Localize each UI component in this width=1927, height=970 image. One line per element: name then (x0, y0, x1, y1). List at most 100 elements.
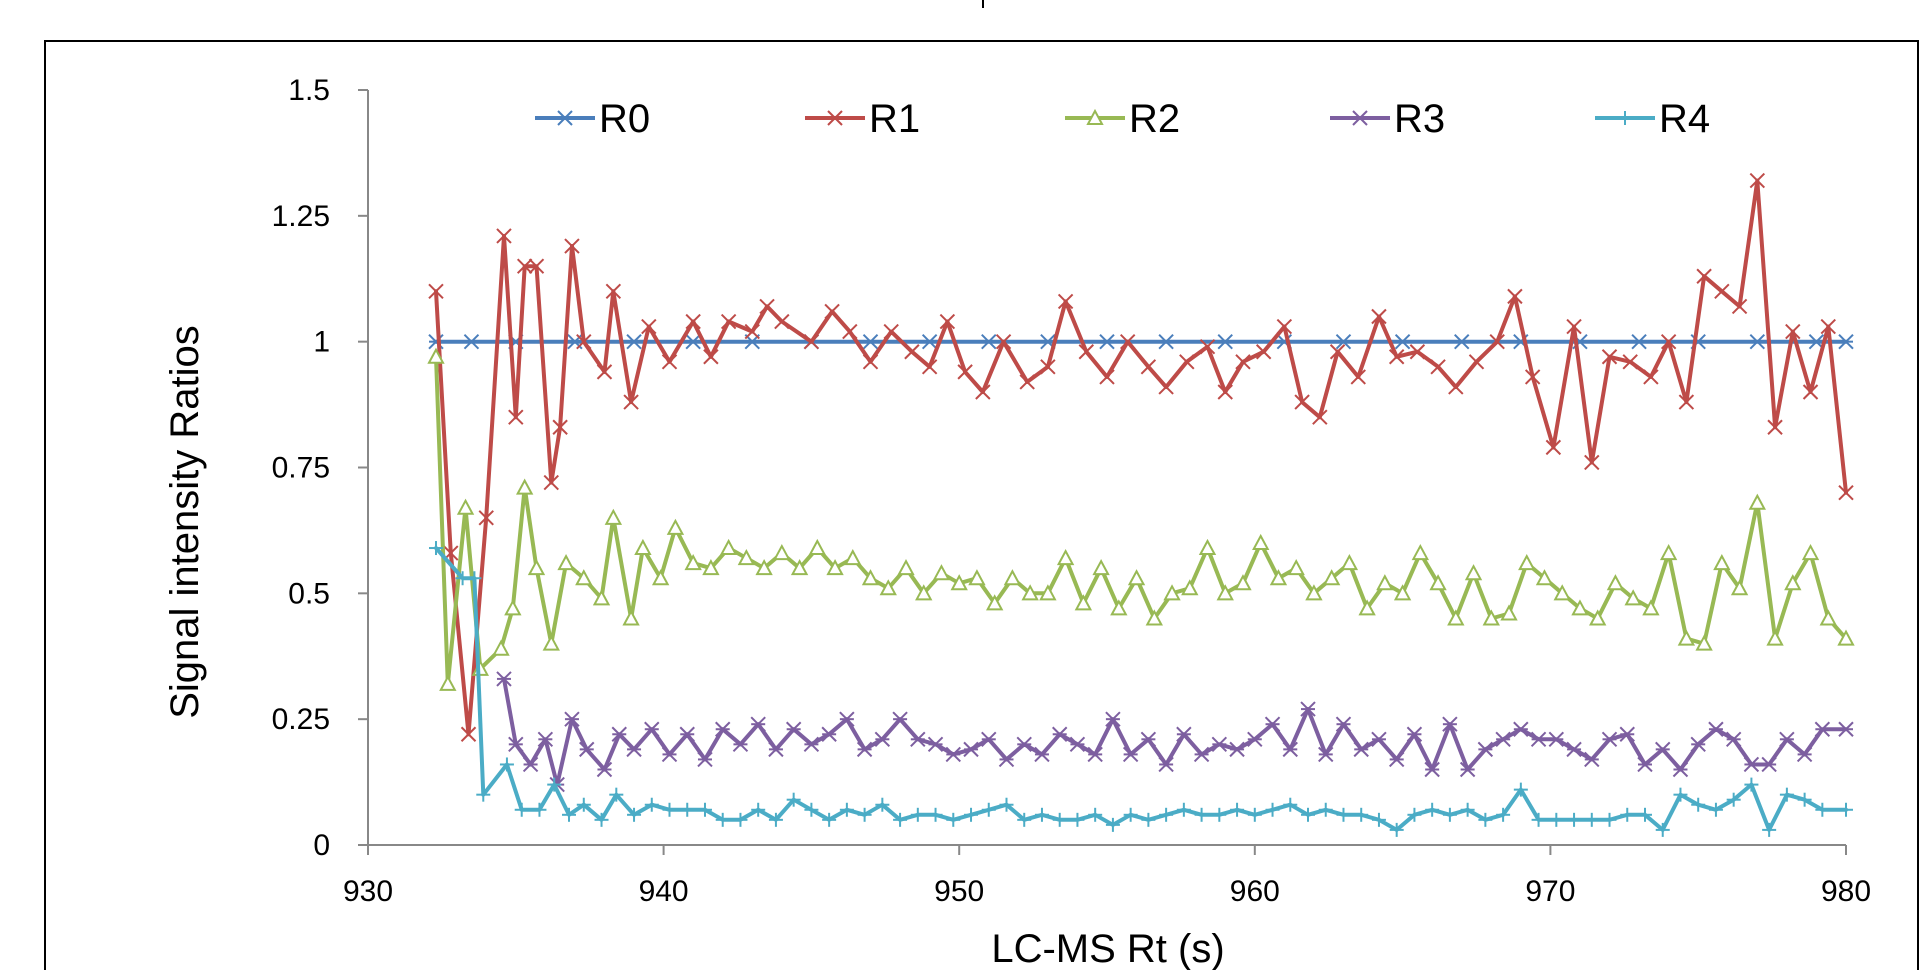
data-point (1371, 812, 1386, 827)
data-point (1730, 579, 1749, 596)
data-point (945, 746, 961, 763)
data-point (1678, 394, 1695, 410)
data-point (1779, 731, 1795, 748)
data-point (697, 751, 713, 768)
data-point (626, 741, 642, 758)
y-axis-title: Signal intensity Ratios (163, 325, 207, 719)
data-point (1496, 807, 1511, 822)
data-point (515, 478, 534, 495)
data-point (768, 812, 783, 827)
data-point (768, 741, 784, 758)
data-point (981, 802, 996, 817)
data-point (1255, 344, 1272, 360)
data-point (904, 344, 920, 360)
data-point (1659, 543, 1678, 561)
data-point (1448, 379, 1464, 395)
data-point (1336, 807, 1351, 822)
data-point (1163, 584, 1181, 601)
data-point (1460, 802, 1475, 817)
data-point (604, 508, 623, 525)
data-point (1801, 543, 1820, 561)
data-point (644, 721, 660, 737)
data-point (1726, 792, 1741, 807)
data-point (1019, 374, 1035, 390)
data-point (661, 746, 678, 763)
y-tick-label: 0.25 (272, 703, 330, 736)
data-point (1708, 802, 1723, 817)
data-point (1690, 736, 1706, 753)
data-point (1691, 797, 1706, 812)
data-point (1454, 333, 1470, 350)
data-point (1500, 604, 1518, 621)
data-point (460, 726, 477, 742)
data-point (946, 812, 961, 827)
data-point (999, 797, 1014, 812)
data-point (1393, 584, 1412, 601)
data-point (552, 419, 568, 435)
data-point (1127, 569, 1146, 586)
data-point (1179, 354, 1195, 370)
data-point (874, 731, 891, 748)
data-point (1235, 354, 1251, 370)
data-point (1358, 599, 1376, 616)
data-point (622, 609, 640, 626)
data-point (579, 741, 595, 758)
data-point (644, 797, 659, 812)
data-point (1212, 807, 1227, 822)
legend-label: R4 (1659, 97, 1710, 141)
data-point (1176, 802, 1191, 817)
data-point (1713, 554, 1731, 571)
data-point (1442, 716, 1458, 732)
data-point (981, 333, 997, 350)
legend-marker (557, 110, 573, 126)
data-point (715, 721, 731, 737)
data-point (1021, 584, 1039, 601)
data-point (1056, 548, 1075, 566)
data-point (611, 726, 627, 742)
data-point (910, 807, 925, 822)
data-point (1802, 384, 1819, 400)
data-point (641, 318, 657, 335)
data-point (1350, 369, 1366, 385)
data-point (910, 731, 926, 748)
data-point (1838, 721, 1854, 737)
data-point (508, 409, 524, 425)
data-point (576, 797, 591, 812)
data-point (892, 711, 908, 727)
data-point (1553, 584, 1571, 601)
data-point (1429, 574, 1447, 591)
data-point (1040, 359, 1056, 375)
data-point (803, 333, 820, 350)
data-point (1052, 812, 1067, 827)
data-point (1329, 344, 1346, 360)
data-point (773, 543, 791, 561)
data-point (1584, 454, 1600, 471)
data-point (1199, 338, 1216, 355)
data-point (1305, 584, 1323, 601)
data-point (662, 802, 677, 817)
data-point (1839, 802, 1853, 817)
legend-label: R1 (869, 97, 920, 141)
data-point (1211, 736, 1228, 753)
legend-label: R2 (1129, 97, 1180, 141)
data-point (750, 716, 766, 732)
data-point (702, 559, 720, 576)
data-point (1294, 394, 1310, 410)
data-point (428, 283, 444, 300)
data-point (1819, 609, 1837, 626)
y-tick-label: 1.25 (272, 200, 330, 233)
data-point (1394, 333, 1411, 350)
data-point (1672, 761, 1689, 778)
data-point (1034, 746, 1050, 763)
data-point (1409, 344, 1426, 360)
data-point (1622, 354, 1638, 370)
series-r2 (427, 347, 1855, 691)
data-point (626, 333, 642, 350)
data-point (856, 741, 873, 758)
data-point (803, 736, 820, 753)
x-tick-label: 950 (934, 875, 984, 908)
data-point (1677, 629, 1696, 646)
data-point (1301, 807, 1316, 822)
data-point (1714, 283, 1730, 300)
